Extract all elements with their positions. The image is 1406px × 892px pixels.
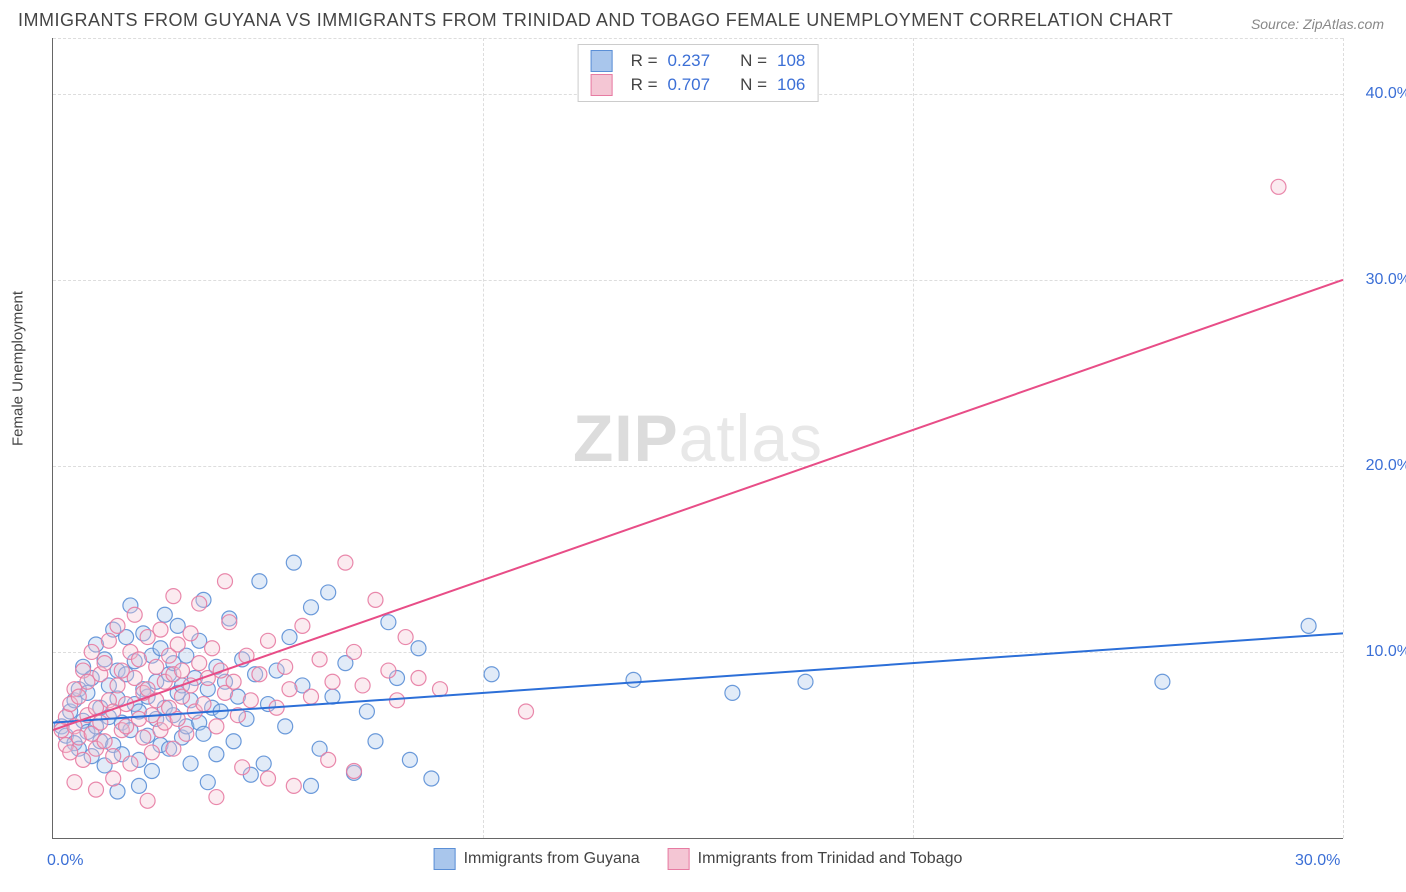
legend-swatch-guyana-icon xyxy=(591,50,613,72)
source-attribution: Source: ZipAtlas.com xyxy=(1251,16,1384,32)
y-tick-label: 30.0% xyxy=(1366,271,1406,289)
legend-label-trinidad: Immigrants from Trinidad and Tobago xyxy=(698,850,963,867)
correlation-row-1: R = 0.237 N = 108 xyxy=(591,49,806,73)
x-tick-label: 30.0% xyxy=(1295,852,1340,870)
r-value-2: 0.707 xyxy=(668,73,711,97)
n-value-2: 106 xyxy=(777,73,805,97)
x-tick-label: 0.0% xyxy=(47,852,83,870)
legend-swatch-trinidad-icon xyxy=(591,74,613,96)
legend-swatch-guyana-icon xyxy=(434,848,456,870)
legend-swatch-trinidad-icon xyxy=(668,848,690,870)
y-tick-label: 10.0% xyxy=(1366,643,1406,661)
y-axis-label: Female Unemployment xyxy=(10,291,27,446)
scatter-svg xyxy=(53,38,1343,838)
y-tick-label: 40.0% xyxy=(1366,85,1406,103)
r-label: R = xyxy=(631,49,658,73)
n-label: N = xyxy=(740,49,767,73)
legend-item-trinidad: Immigrants from Trinidad and Tobago xyxy=(668,848,963,870)
n-value-1: 108 xyxy=(777,49,805,73)
correlation-row-2: R = 0.707 N = 106 xyxy=(591,73,806,97)
n-label: N = xyxy=(740,73,767,97)
correlation-legend: R = 0.237 N = 108 R = 0.707 N = 106 xyxy=(578,44,819,102)
series-legend: Immigrants from Guyana Immigrants from T… xyxy=(434,848,963,870)
plot-area: ZIPatlas R = 0.237 N = 108 R = 0.707 N =… xyxy=(52,38,1343,839)
legend-label-guyana: Immigrants from Guyana xyxy=(464,850,640,867)
r-value-1: 0.237 xyxy=(668,49,711,73)
r-label: R = xyxy=(631,73,658,97)
chart-title: IMMIGRANTS FROM GUYANA VS IMMIGRANTS FRO… xyxy=(18,10,1173,31)
y-tick-label: 20.0% xyxy=(1366,457,1406,475)
legend-item-guyana: Immigrants from Guyana xyxy=(434,848,640,870)
